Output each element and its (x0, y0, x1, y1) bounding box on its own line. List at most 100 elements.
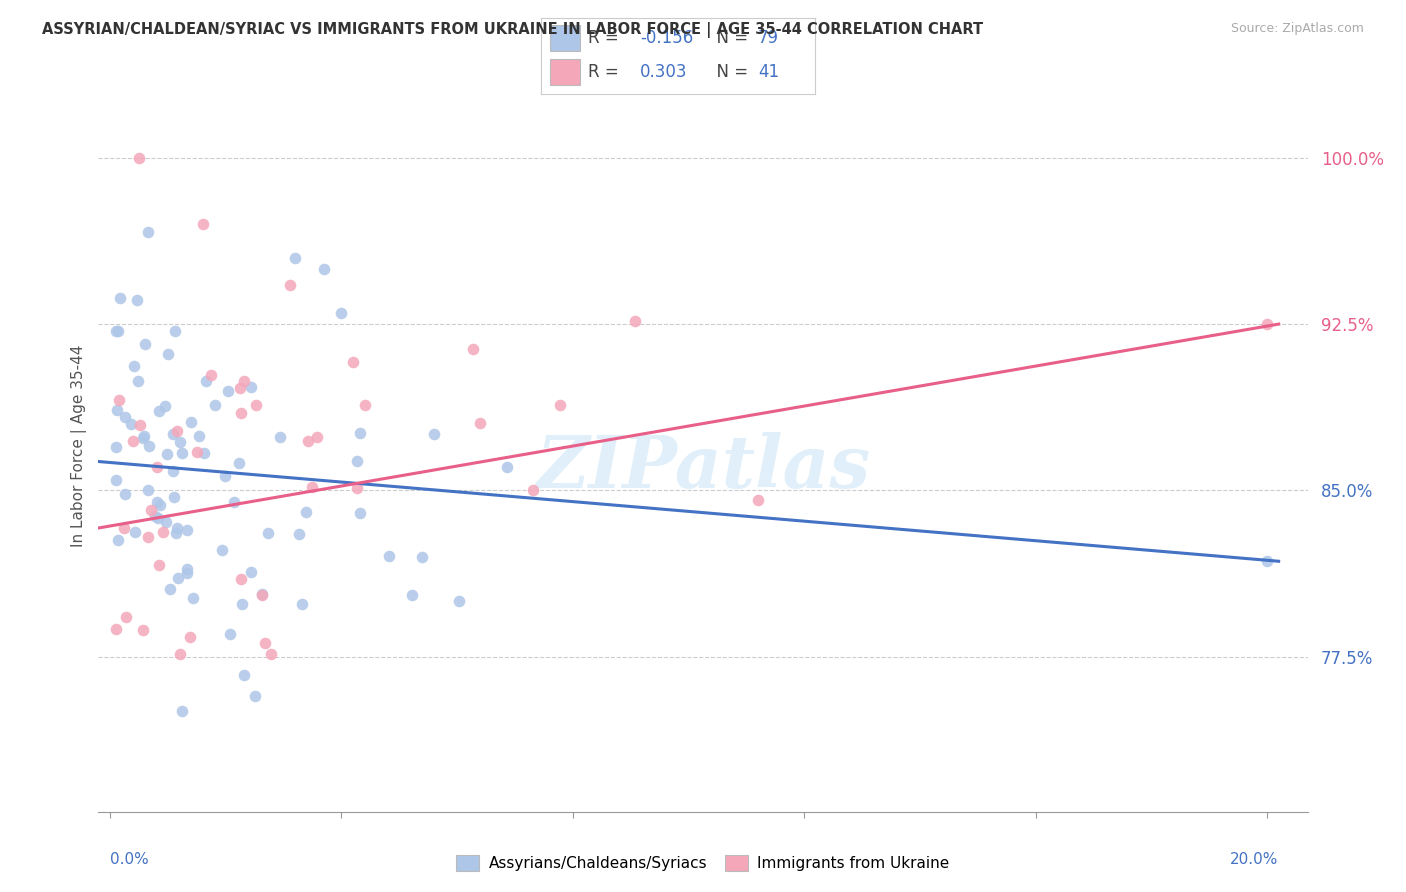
Point (312, 261, 335, 276)
Point (330, 306, 353, 320)
Point (217, 384, 239, 399)
Point (131, 431, 153, 445)
Point (353, 398, 375, 412)
Point (269, 430, 291, 444)
Text: R =: R = (588, 29, 624, 47)
Point (139, 503, 162, 517)
Point (148, 403, 170, 417)
Bar (550, 26, 579, 51)
Point (166, 424, 188, 438)
Point (214, 469, 236, 483)
Point (200, 368, 222, 383)
Point (256, 526, 278, 541)
Text: 20.0%: 20.0% (1230, 852, 1278, 867)
Point (232, 668, 254, 682)
Point (250, 588, 273, 602)
Point (107, 533, 129, 548)
Point (260, 647, 283, 661)
Point (132, 623, 155, 637)
Point (193, 445, 215, 459)
Point (108, 392, 131, 407)
Point (145, 459, 167, 474)
Point (288, 527, 311, 541)
Point (232, 374, 254, 388)
Point (165, 525, 187, 540)
Point (231, 597, 253, 611)
Point (176, 562, 198, 576)
Point (191, 218, 214, 232)
Point (143, 509, 166, 524)
Text: -0.156: -0.156 (640, 29, 693, 47)
Point (152, 524, 174, 539)
Point (169, 647, 191, 661)
Point (107, 324, 129, 338)
Point (307, 430, 329, 444)
Point (747, 493, 769, 508)
Point (624, 314, 647, 328)
Point (180, 415, 202, 429)
Point (239, 565, 262, 579)
Point (104, 474, 127, 488)
Text: R =: R = (588, 62, 624, 80)
Point (155, 515, 177, 529)
Point (127, 293, 149, 308)
Point (172, 704, 194, 718)
Point (211, 542, 233, 557)
Point (159, 582, 181, 596)
Point (156, 347, 179, 361)
Point (148, 558, 170, 572)
Point (132, 429, 155, 443)
Point (229, 406, 252, 420)
Text: ASSYRIAN/CHALDEAN/SYRIAC VS IMMIGRANTS FROM UKRAINE IN LABOR FORCE | AGE 35-44 C: ASSYRIAN/CHALDEAN/SYRIAC VS IMMIGRANTS F… (42, 22, 983, 38)
Point (461, 342, 484, 356)
Point (218, 627, 240, 641)
Point (115, 609, 138, 624)
Point (146, 511, 169, 525)
Text: N =: N = (706, 29, 754, 47)
Point (229, 381, 252, 395)
Point (104, 440, 127, 454)
Point (468, 416, 491, 430)
Point (124, 525, 146, 540)
Point (377, 549, 399, 563)
Bar (550, 59, 579, 85)
Point (112, 521, 135, 535)
Point (129, 417, 152, 432)
Point (108, 291, 131, 305)
Point (104, 622, 127, 636)
Point (156, 447, 179, 461)
Point (187, 428, 209, 442)
Point (181, 591, 204, 606)
Point (291, 597, 314, 611)
Point (172, 446, 194, 460)
Point (122, 359, 145, 374)
Point (1256, 554, 1278, 568)
Text: 79: 79 (758, 29, 779, 47)
Point (105, 402, 128, 417)
Point (278, 278, 301, 293)
Point (342, 355, 364, 369)
Point (122, 434, 145, 449)
Point (104, 324, 127, 338)
Point (253, 636, 276, 650)
Point (295, 505, 318, 519)
Text: 0.303: 0.303 (640, 62, 688, 80)
Point (134, 336, 156, 351)
Point (166, 571, 188, 585)
Point (138, 439, 160, 453)
Point (179, 630, 201, 644)
Point (411, 550, 433, 565)
Point (240, 380, 263, 394)
Point (194, 375, 217, 389)
Point (149, 498, 172, 512)
Point (229, 572, 252, 586)
Point (496, 460, 519, 475)
Point (297, 434, 319, 448)
Point (162, 426, 184, 441)
Point (423, 426, 446, 441)
Point (245, 398, 267, 412)
Text: 0.0%: 0.0% (110, 852, 149, 867)
Point (243, 690, 266, 704)
Point (401, 589, 423, 603)
Point (186, 444, 208, 458)
